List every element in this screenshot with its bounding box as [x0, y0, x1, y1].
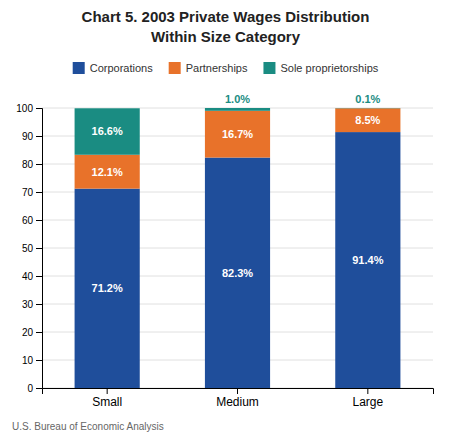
legend-item: Corporations	[73, 62, 153, 74]
bar-segment	[205, 108, 270, 111]
x-tick-mark	[237, 388, 238, 394]
bars	[75, 108, 401, 388]
y-tick: 90	[22, 131, 42, 142]
grid	[42, 108, 433, 388]
plot: 0 10 20 30 40 50 60 70 80 90 100 Small Medium Large 71…	[16, 93, 433, 409]
legend-swatch	[169, 62, 181, 74]
y-tick-label: 10	[22, 355, 34, 366]
legend: Corporations Partnerships Sole proprietors…	[73, 62, 379, 74]
y-axis: 0 10 20 30 40 50 60 70 80 90 100	[16, 103, 42, 394]
x-axis-line	[43, 389, 434, 395]
data-label: 0.1%	[355, 93, 380, 105]
footnote: U.S. Bureau of Economic Analysis	[12, 421, 164, 432]
title: Chart 5. 2003 Private Wages Distribution	[82, 8, 370, 25]
legend-item: Partnerships	[169, 62, 248, 74]
bar-segment	[205, 111, 270, 158]
bar-segment	[335, 108, 400, 132]
series	[75, 132, 401, 388]
x-tick-mark	[107, 388, 108, 394]
y-tick-label: 70	[22, 187, 34, 198]
legend-label: Corporations	[90, 62, 153, 74]
legend-label: Sole proprietorships	[280, 62, 378, 74]
y-tick-mark	[36, 332, 42, 333]
y-tick-mark	[36, 276, 42, 277]
y-tick-label: 80	[22, 159, 34, 170]
y-tick-label: 0	[27, 383, 33, 394]
data-label: 8.5%	[355, 114, 380, 126]
y-tick-mark	[36, 164, 42, 165]
series	[75, 108, 401, 188]
y-tick-label: 100	[16, 103, 33, 114]
data-label: 82.3%	[222, 267, 253, 279]
y-tick-mark	[36, 304, 42, 305]
y-tick: 20	[22, 327, 42, 338]
legend-swatch	[73, 62, 85, 74]
x-axis: Small Medium Large	[43, 388, 434, 409]
y-tick: 30	[22, 299, 42, 310]
legend-swatch	[263, 62, 275, 74]
x-tick: Large	[352, 388, 383, 409]
y-tick: 10	[22, 355, 42, 366]
legend-label: Partnerships	[186, 62, 248, 74]
x-tick-label: Large	[352, 395, 383, 409]
y-tick: 0	[27, 383, 42, 394]
data-label: 91.4%	[352, 254, 383, 266]
y-tick-label: 90	[22, 131, 34, 142]
y-tick-label: 60	[22, 215, 34, 226]
y-tick: 100	[16, 103, 42, 114]
y-tick-mark	[36, 220, 42, 221]
y-tick-mark	[36, 192, 42, 193]
data-labels: 71.2% 82.3% 91.4% 12.1% 16.7% 8.5% 16.6% 1.0% 0.…	[92, 93, 384, 294]
y-tick-mark	[36, 136, 42, 137]
y-tick-mark	[36, 388, 42, 389]
series	[75, 108, 401, 155]
data-label: 12.1%	[92, 166, 123, 178]
bar-segment	[75, 108, 140, 154]
data-label: 16.6%	[92, 125, 123, 137]
y-tick-label: 40	[22, 271, 34, 282]
y-tick: 40	[22, 271, 42, 282]
legend-item: Sole proprietorships	[263, 62, 378, 74]
y-tick: 50	[22, 243, 42, 254]
y-axis-line	[36, 109, 43, 389]
data-label: 16.7%	[222, 128, 253, 140]
y-tick-mark	[36, 248, 42, 249]
y-tick-label: 30	[22, 299, 34, 310]
y-tick-label: 20	[22, 327, 34, 338]
subtitle: Within Size Category	[151, 28, 301, 45]
bar-segment	[75, 189, 140, 388]
chart: Chart 5. 2003 Private Wages Distribution…	[0, 0, 451, 440]
x-tick-label: Medium	[216, 395, 259, 409]
y-tick: 80	[22, 159, 42, 170]
y-tick-mark	[36, 108, 42, 109]
bar-segment	[335, 108, 400, 109]
bar-segment	[75, 155, 140, 189]
y-tick: 70	[22, 187, 42, 198]
y-tick: 60	[22, 215, 42, 226]
x-tick: Small	[92, 388, 122, 409]
y-tick-label: 50	[22, 243, 34, 254]
bar-segment	[335, 132, 400, 388]
x-tick-mark	[367, 388, 368, 394]
bar-segment	[205, 158, 270, 388]
x-tick-label: Small	[92, 395, 122, 409]
data-label: 1.0%	[225, 93, 250, 105]
data-label: 71.2%	[92, 282, 123, 294]
y-tick-mark	[36, 360, 42, 361]
x-tick: Medium	[216, 388, 259, 409]
